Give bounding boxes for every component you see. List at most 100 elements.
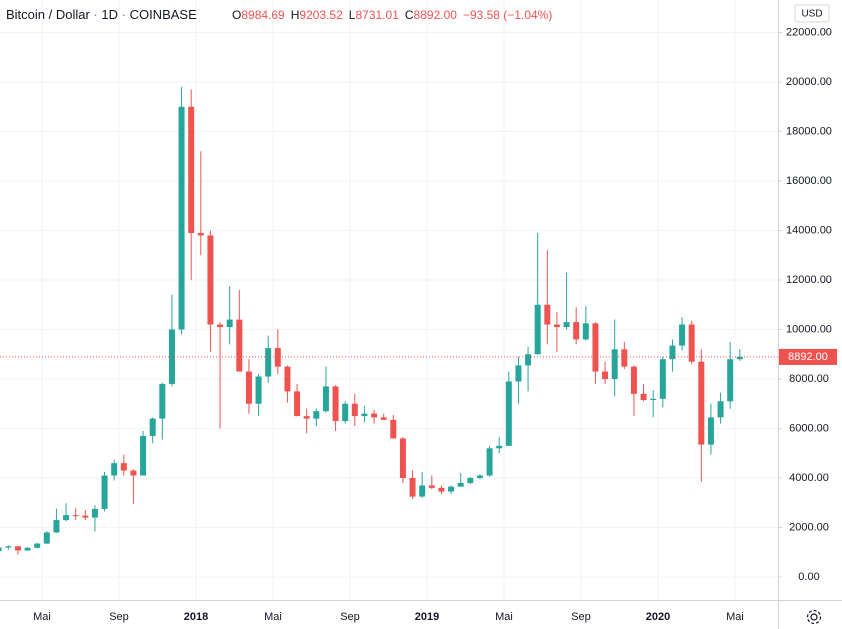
currency: USD (801, 9, 822, 20)
candle-body (515, 365, 522, 382)
y-tick-label: 6000.00 (789, 422, 829, 434)
candle-body (640, 393, 647, 401)
legend-label: C (405, 8, 414, 22)
candle-body (140, 435, 147, 476)
candle-body (72, 515, 79, 517)
candle-body (351, 403, 358, 417)
candle-body (399, 438, 406, 479)
candle-body (159, 383, 166, 419)
candle-body (371, 413, 378, 418)
candle-body (101, 475, 108, 509)
candle-body (679, 324, 686, 346)
x-tick-label: Mai (33, 611, 51, 623)
candle-body (294, 391, 301, 417)
candle-body (525, 354, 532, 366)
x-tick-label: 2020 (646, 611, 670, 623)
candle-body (582, 323, 589, 340)
candle-body (390, 419, 397, 439)
candle-body (573, 322, 580, 340)
y-tick-label: 18000.00 (786, 125, 832, 137)
y-tick-label: 2000.00 (789, 521, 829, 533)
legend-label: L (349, 8, 356, 22)
x-tick-label: 2018 (184, 611, 208, 623)
candle-body (361, 413, 368, 417)
candle-body (226, 319, 233, 328)
candle-body (207, 235, 214, 325)
currency-box (794, 4, 830, 23)
candle-body (736, 356, 743, 360)
axes: 0.00 2000.00 4000.00 6000.00 8000.00 10000.00… (0, 26, 837, 623)
settings-icon[interactable] (806, 609, 822, 625)
candle-body (650, 398, 657, 401)
candle-body (467, 478, 474, 483)
candle-body (409, 478, 416, 497)
x-tick-label: Sep (340, 611, 360, 623)
legend-label: H (291, 8, 300, 22)
candle-body (24, 547, 31, 551)
candle-body (707, 417, 714, 445)
candle-body (602, 371, 609, 380)
legend-value: 8984.69 (241, 8, 285, 22)
candle-body (265, 348, 272, 377)
candle-body (659, 359, 666, 399)
symbol: Bitcoin / Dollar (6, 7, 90, 22)
header: Bitcoin / Dollar · 1D · COINBASE (6, 7, 197, 22)
legend-value: 8731.01 (355, 8, 399, 22)
candle-body (274, 348, 281, 367)
x-tick-label: Mai (264, 611, 282, 623)
candle-body (245, 371, 252, 404)
candle-body (0, 547, 2, 552)
candle-body (496, 445, 503, 449)
candle-body (457, 482, 464, 487)
x-tick-label: Mai (726, 611, 744, 623)
candles (0, 86, 743, 555)
y-tick-label: 20000.00 (786, 76, 832, 88)
last-price-box (779, 348, 837, 365)
candle-body (197, 232, 204, 236)
candle-body (688, 324, 695, 362)
candle-body (669, 345, 676, 360)
candle-body (5, 546, 12, 548)
candle-body (188, 106, 195, 233)
y-tick-label: 14000.00 (786, 224, 832, 236)
candle-body (91, 508, 98, 518)
candle-body (630, 366, 637, 394)
candle-body (53, 520, 60, 533)
x-tick-label: 2019 (415, 611, 439, 623)
candle-body (178, 106, 185, 330)
candle-body (43, 532, 50, 544)
candle-body (438, 487, 445, 492)
separator: · (90, 7, 102, 22)
x-tick-label: Sep (109, 611, 129, 623)
candle-body (717, 401, 724, 418)
candle-body (592, 323, 599, 372)
candle-body (120, 463, 127, 471)
candle-body (111, 463, 118, 476)
y-tick-label: 22000.00 (786, 26, 832, 38)
candle-body (611, 349, 618, 380)
candle-body (342, 403, 349, 422)
x-tick-label: Mai (495, 611, 513, 623)
legend-value: 8892.00 (414, 8, 458, 22)
y-tick-label: 16000.00 (786, 175, 832, 187)
candle-body (14, 546, 21, 551)
candle-body (284, 366, 291, 392)
y-tick-label: 8000.00 (789, 373, 829, 385)
candle-body (563, 322, 570, 328)
candle-body (380, 417, 387, 420)
candle-body (313, 411, 320, 419)
candle-body (448, 486, 455, 492)
candle-body (130, 470, 137, 476)
y-tick-label: 10000.00 (786, 323, 832, 335)
candle-body (255, 376, 262, 404)
last-price-label: 8892.00 (788, 351, 828, 363)
candle-body (419, 485, 426, 497)
candle-body (476, 475, 483, 479)
candle-body (63, 515, 70, 521)
candle-body (332, 386, 339, 422)
candle-body (727, 359, 734, 402)
x-tick-label: Sep (571, 611, 591, 623)
candle-body (505, 381, 512, 446)
